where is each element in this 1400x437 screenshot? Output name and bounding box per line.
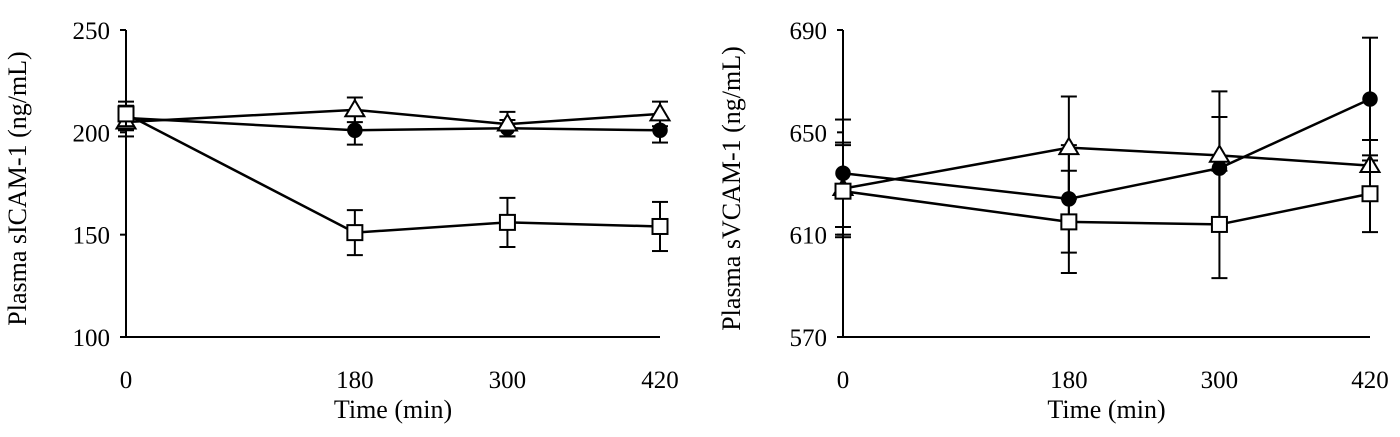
series-line bbox=[125, 112, 661, 234]
y-tick-label: 650 bbox=[790, 120, 828, 147]
x-axis-title: Time (min) bbox=[1047, 395, 1165, 424]
x-tick-label: 420 bbox=[641, 367, 679, 394]
x-axis-title: Time (min) bbox=[334, 395, 452, 424]
series-line bbox=[842, 97, 1371, 201]
data-point-square bbox=[1210, 215, 1228, 233]
series-filled-circle bbox=[118, 104, 668, 146]
series-open-square bbox=[834, 144, 1379, 280]
series-line bbox=[842, 146, 1371, 190]
series-line bbox=[125, 108, 661, 126]
x-tick-label: 420 bbox=[1351, 367, 1389, 394]
data-point-square bbox=[498, 213, 516, 231]
data-point-square bbox=[1361, 185, 1379, 203]
x-tick-label: 300 bbox=[1201, 367, 1239, 394]
y-tick-label: 200 bbox=[73, 120, 111, 147]
y-axis-title: Plasma sICAM-1 (ng/mL) bbox=[3, 51, 32, 325]
data-point-triangle bbox=[343, 98, 367, 118]
series-line bbox=[125, 116, 661, 132]
data-point-square bbox=[346, 224, 364, 242]
series-filled-circle bbox=[835, 36, 1378, 254]
series-open-square bbox=[117, 100, 669, 257]
y-tick-label: 610 bbox=[790, 223, 828, 250]
data-point-triangle bbox=[648, 102, 672, 122]
data-point-circle bbox=[347, 122, 363, 139]
chart-panel-2: 570 610 650 690 0 180 300 420 Time (min) Plasma s… bbox=[717, 18, 1389, 424]
data-point-triangle bbox=[1057, 136, 1081, 156]
series-open-triangle bbox=[831, 90, 1382, 236]
data-point-triangle bbox=[496, 112, 519, 132]
y-tick-label: 690 bbox=[790, 18, 828, 45]
x-tick-label: 180 bbox=[336, 367, 374, 394]
x-tick-label: 0 bbox=[120, 367, 133, 394]
series-line bbox=[842, 189, 1371, 226]
y-tick-label: 570 bbox=[790, 325, 828, 352]
data-point-square bbox=[651, 217, 669, 235]
y-axis-title: Plasma sVCAM-1 (ng/mL) bbox=[717, 46, 746, 331]
y-tick-label: 150 bbox=[73, 223, 111, 250]
data-point-square bbox=[117, 105, 135, 123]
y-tick-label: 100 bbox=[73, 325, 111, 352]
chart-panel-1: 100 150 200 250 0 180 300 420 Time (min) Plasma s… bbox=[3, 18, 679, 424]
data-point-circle bbox=[1362, 91, 1378, 107]
y-tick-label: 250 bbox=[73, 18, 111, 45]
data-point-square bbox=[834, 182, 852, 200]
data-point-triangle bbox=[1208, 143, 1231, 163]
x-tick-label: 0 bbox=[837, 367, 850, 394]
data-point-square bbox=[1060, 213, 1078, 231]
x-tick-label: 300 bbox=[489, 367, 527, 394]
x-tick-label: 180 bbox=[1050, 367, 1088, 394]
